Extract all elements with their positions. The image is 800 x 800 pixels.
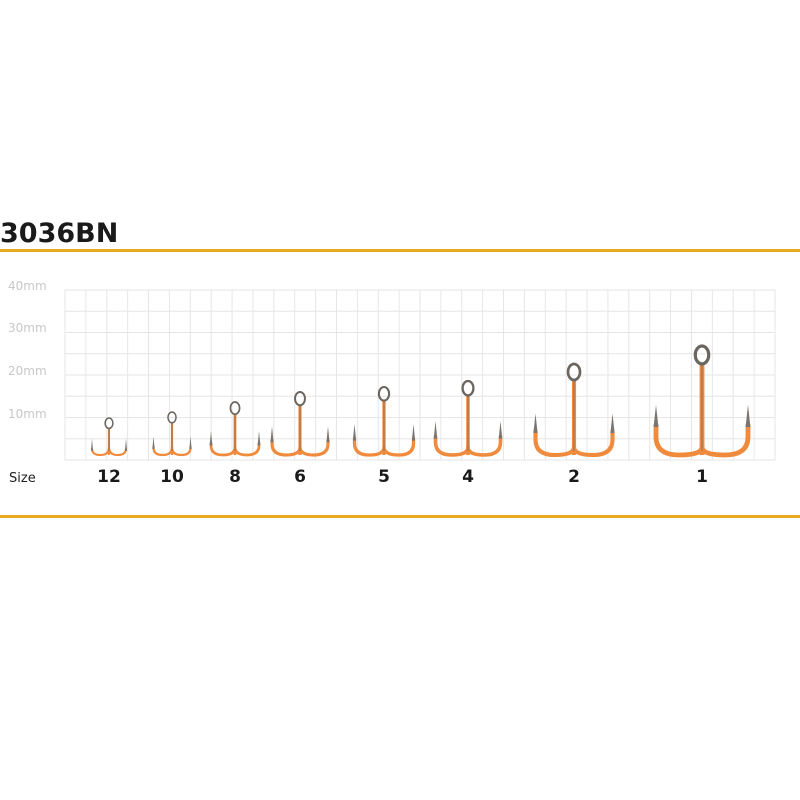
hook-eye: [693, 344, 711, 366]
scale-label: 30mm: [8, 321, 47, 335]
bottom-rule: [0, 515, 800, 518]
hook-eye: [229, 401, 241, 416]
scale-label: 10mm: [8, 407, 47, 421]
scale-label: 20mm: [8, 364, 47, 378]
hook-eye: [167, 411, 177, 424]
hook-eye: [461, 379, 475, 397]
size-label: Size: [9, 471, 36, 486]
hook-bend: [107, 445, 128, 457]
size-number: 4: [462, 467, 474, 487]
hook-bend: [699, 422, 751, 458]
scale-label: 40mm: [8, 279, 47, 293]
top-rule: [0, 249, 800, 252]
hook-point: [433, 421, 438, 439]
hooks: [90, 344, 751, 458]
hook-point: [257, 431, 261, 446]
hook-bend: [298, 438, 330, 457]
hook-eye: [294, 391, 306, 407]
hook-point: [326, 426, 330, 443]
hook-bend: [270, 438, 302, 457]
hook: [352, 385, 416, 457]
scale-labels: 40mm 30mm 20mm 10mm: [8, 279, 47, 421]
size-number: 2: [568, 467, 580, 487]
hook: [209, 401, 261, 457]
size-number: 1: [696, 467, 708, 487]
product-code: 3036BN: [0, 218, 118, 249]
size-number: 5: [378, 467, 390, 487]
hook-point: [209, 431, 213, 446]
hook-point: [352, 424, 357, 441]
hook-point: [270, 426, 274, 443]
size-number: 10: [160, 467, 184, 487]
size-number: 6: [294, 467, 306, 487]
hook: [533, 362, 615, 458]
hook-eye: [104, 417, 114, 430]
hook-eye: [377, 385, 391, 402]
hook-point: [653, 404, 659, 428]
hook-point: [411, 424, 416, 441]
hook-bend: [170, 445, 192, 457]
hook: [653, 344, 751, 458]
hook-eye: [566, 362, 582, 382]
hook-bend: [209, 442, 237, 457]
hook: [152, 411, 192, 457]
size-number: 8: [229, 467, 241, 487]
hook-point: [533, 413, 538, 433]
grid: [64, 289, 776, 461]
hook-bend: [352, 436, 386, 457]
hook: [433, 379, 503, 457]
hook-bend: [433, 434, 470, 457]
hook-point: [498, 421, 503, 439]
hook-bend: [233, 442, 261, 457]
hook-bend: [571, 428, 615, 458]
hook-point: [124, 438, 128, 451]
hook-point: [745, 404, 751, 428]
hook: [90, 417, 128, 457]
hook-point: [90, 438, 94, 451]
hook: [270, 391, 330, 457]
hook-bend: [653, 422, 705, 458]
hook-point: [610, 413, 615, 433]
size-number: 12: [97, 467, 121, 487]
hook-point: [189, 436, 192, 449]
hook-bend: [533, 428, 577, 458]
hook-bend: [466, 434, 503, 457]
hook-point: [152, 436, 155, 449]
